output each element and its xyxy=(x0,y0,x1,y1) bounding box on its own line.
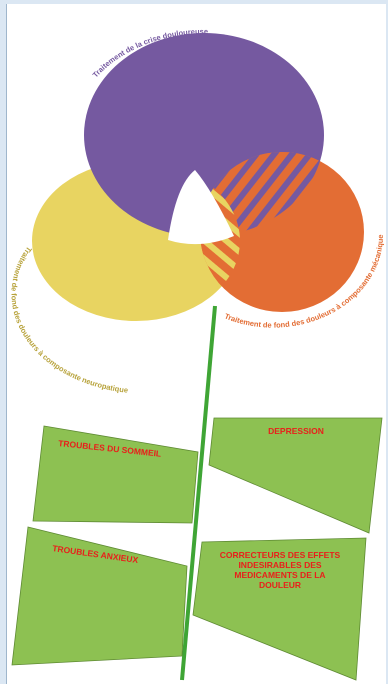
leaf-correctors-line-1: CORRECTEURS DES EFFETS xyxy=(220,550,341,560)
leaf-correctors-line-2: INDESIRABLES DES xyxy=(238,560,321,570)
leaf-correctors-label: CORRECTEURS DES EFFETS INDESIRABLES DES … xyxy=(220,550,341,590)
flower-stem xyxy=(180,305,217,681)
leaf-depression-label: DEPRESSION xyxy=(268,426,324,436)
leaf-correctors-line-4: DOULEUR xyxy=(259,580,301,590)
leaf-sleep xyxy=(32,425,199,524)
leaf-depression xyxy=(208,417,383,534)
leaf-correctors-line-3: MEDICAMENTS DE LA xyxy=(234,570,325,580)
leaf-anxiety xyxy=(11,526,188,666)
center-triple-overlap xyxy=(168,170,234,245)
leaf-correctors xyxy=(192,537,367,681)
